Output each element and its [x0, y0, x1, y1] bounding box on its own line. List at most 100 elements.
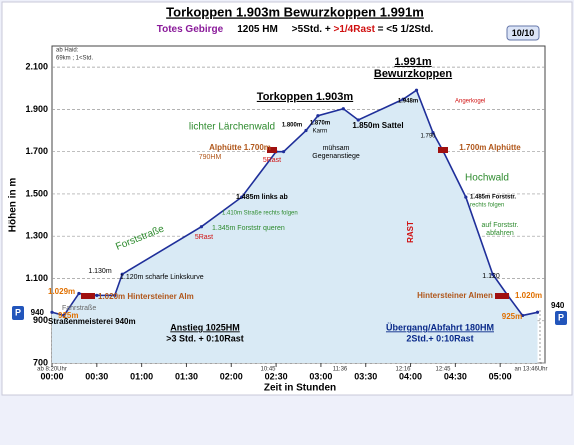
vertex [281, 150, 286, 154]
annotation: Hintersteiner Almen [417, 291, 493, 300]
annotation: 10:45 [260, 367, 276, 373]
annotation: 1.850m Sattel [352, 121, 403, 130]
subtitle: Totes Gebirge 1205 HM >5Std. + >1/4Rast = … [157, 24, 434, 35]
vertex [77, 291, 81, 296]
annotation: 925m [502, 312, 522, 321]
vertex [304, 128, 308, 133]
vertex [316, 114, 320, 118]
annotation: abfahren [486, 230, 514, 237]
annotation: RAST [406, 221, 415, 243]
y-tick-label: 1.700 [25, 146, 48, 156]
subtitle-part: 1205 HM [237, 24, 278, 35]
annotation: mühsam [323, 145, 350, 152]
annotation: Bewurzkoppen [374, 68, 453, 80]
y-tick-label: 1.100 [25, 273, 48, 283]
annotation: ab Haid: [56, 48, 79, 54]
annotation: 1.485m Forststr. [470, 195, 516, 201]
annotation: 1.020m Hintersteiner Alm [98, 292, 194, 301]
annotation: 1.485m links ab [236, 194, 288, 201]
annotation: Angerkogel [455, 99, 485, 105]
x-tick-label: 01:30 [175, 371, 198, 381]
annotation: 925m [58, 311, 78, 320]
vertex [401, 97, 405, 101]
vertex [240, 195, 244, 199]
annotation: auf Forststr. [482, 222, 519, 229]
x-tick-label: 00:30 [85, 371, 108, 381]
vertex [414, 88, 419, 92]
annotation: 790HM [199, 154, 222, 161]
y-axis-label: Höhen in m [8, 178, 19, 233]
vertex [341, 107, 345, 111]
annotation: 5Rast [263, 157, 281, 164]
x-tick-label: 01:00 [130, 371, 153, 381]
vertex [113, 293, 117, 297]
annotation: lichter Lärchenwald [189, 122, 275, 133]
annotation: Karrn [313, 129, 328, 135]
annotation: 940 [31, 308, 45, 317]
badge-box [506, 25, 540, 41]
y-tick-label: 1.500 [25, 188, 48, 198]
y-tick-label: 1.900 [25, 104, 48, 114]
x-tick-label: 04:00 [399, 371, 422, 381]
annotation: >3 Std. + 0:10Rast [166, 333, 244, 343]
x-axis-label: Zeit in Stunden [264, 383, 336, 394]
annotation: 1.991m [394, 56, 432, 68]
annotation: Torkoppen 1.903m [257, 91, 354, 103]
vertex [464, 195, 468, 199]
y-tick-label: 700 [33, 357, 48, 367]
vertex [50, 310, 54, 314]
annotation: 1.029m [48, 287, 75, 296]
subtitle-part: >1/4Rast [333, 24, 375, 35]
annotation: 1.120m scharfe Linkskurve [120, 274, 204, 281]
annotation: Fahrstraße [62, 305, 96, 312]
annotation: 1.948m [398, 99, 418, 105]
vertex [431, 131, 435, 135]
annotation: 1.345m Forststr queren [212, 225, 285, 232]
annotation: 2Std.+ 0:10Rast [406, 333, 473, 343]
subtitle-part: = <5 1/2Std. [375, 24, 434, 35]
annotation: Straßenmeisterei 940m [48, 317, 136, 326]
vertex [199, 225, 203, 229]
vertex [491, 272, 495, 276]
annotation: 1.700m Alphütte [459, 143, 521, 152]
badge: 10/10 [512, 28, 535, 38]
vertex [535, 310, 540, 314]
annotation: 1.410m Straße rechts folgen [222, 211, 298, 217]
annotation: an 13:46Uhr [514, 367, 547, 373]
subtitle-part: Totes Gebirge [157, 24, 224, 35]
subtitle-part: >5Std. + [292, 24, 334, 35]
annotation: Anstieg 1025HM [170, 322, 240, 332]
vertex [356, 118, 360, 122]
annotation: 1.120 [482, 273, 500, 280]
annotation: P [558, 312, 564, 322]
annotation: 1.870m [310, 121, 330, 127]
annotation: 1.800m [282, 123, 302, 129]
annotation: 12:45 [435, 367, 451, 373]
vertex [62, 313, 66, 318]
x-tick-label: 04:30 [444, 371, 467, 381]
y-tick-label: 900 [33, 315, 48, 325]
x-tick-label: 03:00 [309, 371, 332, 381]
y-tick-label: 2.100 [25, 62, 48, 72]
annotation: Alphütte 1.700m [209, 143, 271, 152]
alm-icon [495, 293, 509, 299]
annotation: ab 8:20Uhr [37, 367, 67, 373]
y-tick-label: 1.300 [25, 231, 48, 241]
annotation: 940 [551, 301, 565, 310]
x-tick-label: 05:00 [489, 371, 512, 381]
annotation: 1.790 [420, 134, 436, 140]
annotation: 1.130m [88, 268, 112, 275]
parking-icon [555, 311, 567, 325]
annotation: Übergang/Abfahrt 180HM [386, 322, 494, 332]
annotation: rechts folgen [470, 203, 504, 209]
annotation: 12:16 [395, 367, 411, 373]
annotation: Gegenanstiege [312, 153, 360, 160]
alm-icon [81, 293, 95, 299]
annotation: 1.020m [515, 291, 542, 300]
vertex [120, 272, 124, 276]
area [52, 90, 538, 363]
hut-icon [438, 147, 448, 153]
vertex [520, 313, 525, 318]
annotation: 11:36 [333, 367, 348, 373]
vertex [95, 293, 99, 297]
